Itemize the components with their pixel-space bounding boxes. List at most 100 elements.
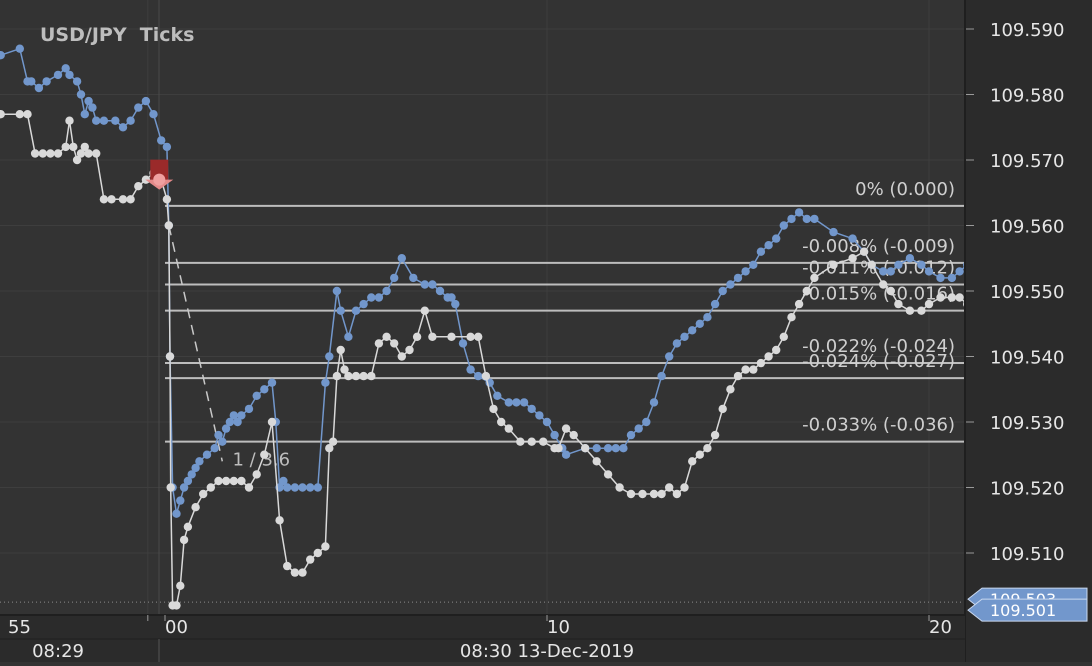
data-point	[764, 241, 773, 250]
data-point	[603, 470, 613, 479]
data-point	[886, 267, 895, 276]
data-point	[390, 273, 399, 283]
data-point	[279, 476, 288, 486]
data-point	[569, 430, 578, 440]
data-point	[611, 444, 620, 453]
data-point	[176, 496, 185, 505]
data-point	[118, 195, 128, 204]
data-point	[214, 476, 223, 486]
data-point	[420, 306, 429, 315]
data-point	[886, 286, 895, 296]
data-point	[535, 411, 544, 420]
data-point	[787, 313, 796, 322]
data-point	[779, 332, 788, 341]
data-point	[183, 522, 193, 531]
price-tick-label: 109.510	[990, 544, 1064, 565]
data-point	[519, 398, 529, 407]
data-point	[229, 411, 238, 420]
data-point	[527, 437, 536, 446]
data-point	[680, 483, 689, 492]
data-point	[615, 483, 624, 492]
data-point	[65, 70, 74, 80]
data-point	[134, 103, 143, 112]
data-point	[649, 398, 659, 407]
data-point	[409, 273, 418, 283]
fib-level-label: -0.033% (-0.036)	[802, 415, 955, 436]
data-point	[936, 293, 945, 302]
fib-level-label: -0.024% (-0.027)	[802, 351, 955, 372]
data-point	[199, 489, 208, 499]
data-point	[397, 254, 406, 263]
data-point	[61, 142, 70, 152]
data-point	[23, 110, 32, 119]
data-point	[527, 404, 536, 414]
series-layer	[0, 44, 972, 610]
data-point	[638, 489, 647, 499]
data-point	[166, 483, 175, 492]
data-point	[695, 319, 704, 328]
fib-level-label: -0.022% (-0.024)	[802, 336, 955, 357]
data-point	[435, 286, 445, 296]
data-point	[829, 260, 838, 269]
data-point	[313, 483, 322, 492]
data-point	[810, 273, 819, 283]
data-point	[306, 483, 315, 492]
data-point	[38, 149, 47, 158]
data-point	[340, 365, 349, 374]
data-point	[306, 555, 315, 564]
data-point	[367, 293, 376, 302]
data-point	[359, 299, 368, 309]
price-tick-label: 109.520	[990, 479, 1064, 500]
price-axis-background	[966, 0, 1092, 662]
data-point	[27, 77, 36, 86]
data-point	[512, 398, 521, 407]
data-point	[905, 306, 915, 315]
data-point	[283, 483, 292, 492]
data-point	[703, 444, 712, 453]
data-point	[126, 195, 135, 204]
data-point	[405, 345, 414, 355]
data-point	[504, 424, 513, 433]
trade-marker-dot	[153, 173, 166, 186]
data-point	[34, 83, 44, 93]
data-point	[451, 299, 460, 309]
data-point	[703, 313, 712, 322]
data-point	[210, 444, 219, 453]
data-point	[680, 332, 689, 341]
data-point	[749, 260, 758, 269]
data-point	[749, 365, 758, 374]
data-point	[118, 123, 128, 132]
price-tick-label: 109.560	[990, 217, 1064, 238]
time-tick-label: 00	[165, 617, 188, 638]
price-tag-label: 109.501	[990, 601, 1056, 620]
data-point	[80, 110, 90, 119]
data-point	[772, 234, 781, 243]
data-point	[92, 116, 101, 125]
data-point	[321, 378, 330, 387]
time-axis[interactable]: 55 00 10 20 08:29 08:30 13-Dec-2019	[8, 615, 952, 662]
data-point	[756, 247, 766, 256]
data-point	[603, 444, 613, 453]
data-point	[179, 483, 189, 492]
data-point	[474, 332, 483, 341]
plot-background	[0, 0, 965, 615]
data-point	[191, 463, 200, 473]
data-point	[420, 280, 429, 289]
data-point	[382, 332, 391, 341]
data-point	[237, 411, 246, 420]
data-point	[260, 450, 269, 459]
data-point	[202, 450, 212, 459]
data-point	[214, 430, 223, 440]
data-point	[290, 483, 300, 492]
data-point	[367, 371, 376, 381]
data-point	[592, 457, 601, 466]
data-point	[733, 371, 743, 381]
data-point	[665, 352, 674, 361]
data-point	[88, 103, 97, 112]
price-axis[interactable]: 109.590 109.580 109.570 109.560 109.550 109.5…	[966, 20, 1088, 622]
data-point	[351, 371, 361, 381]
data-point	[72, 155, 82, 165]
data-point	[561, 424, 571, 433]
price-tick-label: 109.590	[990, 20, 1064, 41]
